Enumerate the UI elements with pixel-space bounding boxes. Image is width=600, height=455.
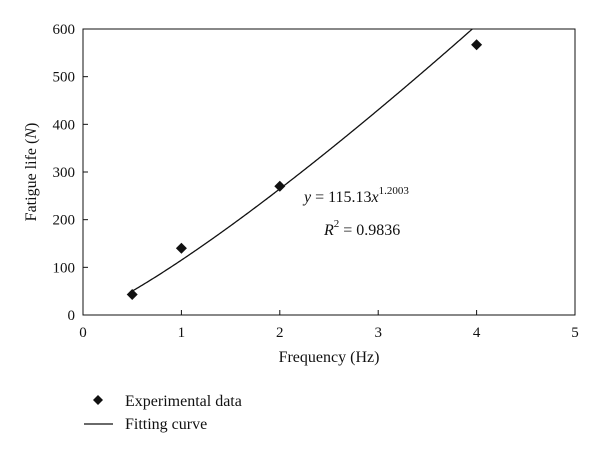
equation-mid: = 115.13 <box>311 189 371 206</box>
r2-sup: 2 <box>334 218 340 230</box>
y-axis-label: Fatigue life (N) <box>23 123 40 222</box>
data-point <box>126 289 138 301</box>
fitting-curve-line <box>131 28 473 292</box>
y-tick-label: 400 <box>53 117 76 133</box>
y-tick-label: 0 <box>68 308 76 324</box>
equation-lhs: y <box>302 189 312 206</box>
x-tick-label: 1 <box>178 325 186 341</box>
equation-var: x <box>371 189 379 206</box>
data-point <box>274 180 286 192</box>
y-tick-label: 200 <box>53 213 76 229</box>
legend-diamond-icon <box>93 395 103 405</box>
y-tick-label: 600 <box>53 22 76 38</box>
equation-exponent: 1.2003 <box>379 185 410 197</box>
x-tick-label: 3 <box>374 325 382 341</box>
legend-experimental-label: Experimental data <box>125 393 242 410</box>
data-points-layer <box>126 39 483 301</box>
data-point <box>471 39 483 51</box>
fitting-curve-layer <box>131 28 473 292</box>
plot-frame <box>82 28 576 316</box>
x-tick-label: 0 <box>79 325 87 341</box>
r2-value: = 0.9836 <box>339 222 400 239</box>
legend: Experimental data Fitting curve <box>84 393 242 433</box>
y-axis-ticks: 0 100 200 300 400 500 600 <box>53 22 88 324</box>
y-tick-label: 300 <box>53 165 76 181</box>
x-tick-label: 4 <box>473 325 481 341</box>
fit-equation: y = 115.13x1.2003 <box>302 185 409 206</box>
data-point <box>175 242 187 254</box>
y-axis-label-var: N <box>23 127 40 140</box>
x-axis-label: Frequency (Hz) <box>279 349 380 366</box>
r-squared: R2 = 0.9836 <box>323 218 400 239</box>
y-axis-label-close: ) <box>23 123 40 128</box>
r2-var: R <box>323 222 334 239</box>
y-tick-label: 500 <box>53 70 76 86</box>
y-axis-label-main: Fatigue life ( <box>23 139 40 222</box>
x-tick-label: 5 <box>571 325 579 341</box>
x-tick-label: 2 <box>276 325 284 341</box>
legend-fitting-label: Fitting curve <box>125 416 207 433</box>
y-tick-label: 100 <box>53 260 76 276</box>
